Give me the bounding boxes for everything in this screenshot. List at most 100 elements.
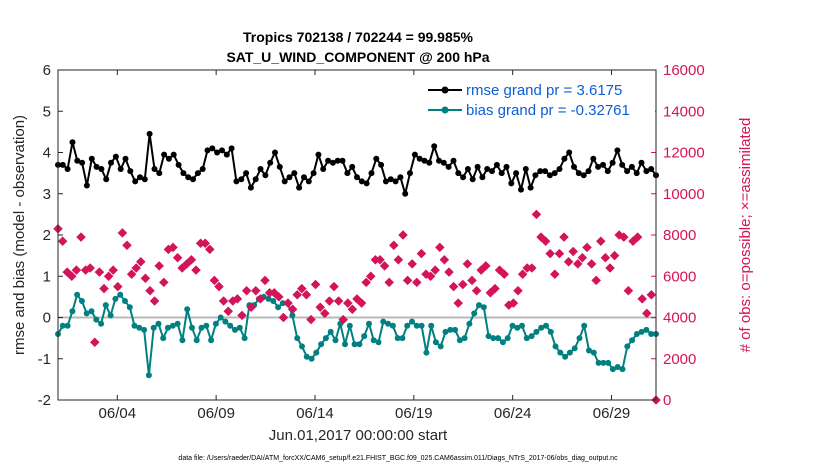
rmse-point (421, 157, 428, 164)
bias-point (609, 366, 616, 373)
obs-count-point (356, 298, 367, 308)
bias-point (447, 326, 454, 333)
rmse-point (223, 151, 230, 158)
bias-point (499, 339, 506, 346)
rmse-point (325, 157, 332, 164)
obs-count-point (149, 296, 160, 306)
obs-count-point (71, 265, 82, 275)
rmse-point (146, 130, 153, 137)
rmse-point (460, 174, 467, 181)
x-tick-label: 06/09 (197, 405, 235, 422)
obs-count-point (99, 283, 109, 294)
rmse-point (392, 178, 399, 185)
y-axis-label-right: # of obs: o=possible; ×=assimilated (737, 118, 754, 353)
rmse-point (624, 168, 631, 175)
bias-point (184, 306, 191, 313)
obs-count-point (158, 277, 169, 288)
bias-point (318, 341, 325, 348)
bias-point (590, 349, 597, 356)
rmse-point (522, 166, 529, 172)
rmse-point (513, 170, 520, 177)
y-tick-label-left: 5 (43, 103, 51, 120)
obs-count-point (531, 209, 542, 220)
rmse-point (243, 170, 250, 177)
rmse-point (561, 155, 568, 162)
rmse-point (595, 163, 602, 170)
rmse-point (363, 180, 370, 187)
bias-point (619, 366, 626, 373)
rmse-point (276, 163, 283, 170)
obs-count-point (342, 298, 353, 308)
obs-count-point (209, 275, 220, 286)
bias-point (409, 318, 415, 325)
obs-count-point (600, 252, 611, 263)
obs-count-point (361, 277, 372, 288)
y-tick-label-left: -1 (38, 351, 51, 368)
bias-point (88, 308, 95, 315)
rmse-point (151, 166, 158, 172)
rmse-point (209, 145, 216, 152)
rmse-point (551, 170, 558, 177)
rmse-point (556, 166, 563, 172)
rmse-point (382, 178, 389, 185)
rmse-point (122, 155, 129, 162)
obs-count-point (384, 277, 395, 288)
bias-point (514, 324, 521, 331)
bias-point (117, 291, 124, 298)
obs-count-point (605, 263, 615, 273)
rmse-point (643, 168, 650, 175)
rmse-point (493, 161, 500, 168)
obs-count-point (310, 279, 321, 290)
bias-point (342, 341, 348, 348)
bias-point (179, 337, 186, 344)
bias-point (576, 335, 583, 342)
obs-count-point (94, 267, 105, 277)
obs-count-point (140, 273, 151, 284)
x-axis-label: Jun.01,2017 00:00:00 start (269, 427, 448, 444)
bias-point (485, 333, 492, 340)
obs-count-point (324, 296, 335, 306)
rmse-point (170, 151, 177, 158)
bias-point (165, 324, 171, 331)
rmse-point (585, 168, 592, 175)
rmse-point (69, 139, 76, 146)
obs-count-point (232, 294, 243, 304)
bias-point (64, 322, 71, 329)
bias-point (303, 353, 310, 360)
bias-point (294, 335, 301, 342)
rmse-point (98, 166, 105, 172)
bias-point (519, 322, 525, 329)
rmse-point (64, 166, 71, 172)
obs-count-point (632, 232, 643, 242)
bias-point (571, 345, 578, 352)
x-tick-label: 06/24 (494, 405, 532, 422)
obs-count-point (172, 252, 183, 263)
obs-count-point (117, 228, 128, 238)
legend-box (425, 76, 655, 124)
obs-count-point (448, 281, 459, 292)
rmse-point (600, 161, 606, 168)
rmse-point (633, 170, 640, 177)
obs-count-point (411, 277, 422, 288)
bias-point (78, 298, 85, 304)
rmse-point (180, 170, 187, 177)
obs-count-point (375, 254, 385, 265)
obs-count-point (296, 283, 307, 294)
bias-point (370, 337, 377, 344)
rmse-point (127, 168, 134, 175)
bias-point (643, 326, 650, 333)
obs-count-point (508, 298, 519, 308)
rmse-point (537, 168, 544, 175)
bias-point (538, 324, 545, 331)
bias-point (232, 326, 238, 333)
bias-point (279, 300, 286, 307)
rmse-point (368, 170, 375, 177)
y-tick-label-left: 2 (43, 227, 51, 244)
obs-count-point (623, 285, 634, 296)
rmse-point (286, 174, 293, 181)
rmse-point (426, 159, 433, 166)
obs-count-point (347, 304, 358, 315)
rmse-point (103, 176, 110, 183)
bias-point (633, 331, 640, 337)
bias-point (356, 341, 363, 348)
